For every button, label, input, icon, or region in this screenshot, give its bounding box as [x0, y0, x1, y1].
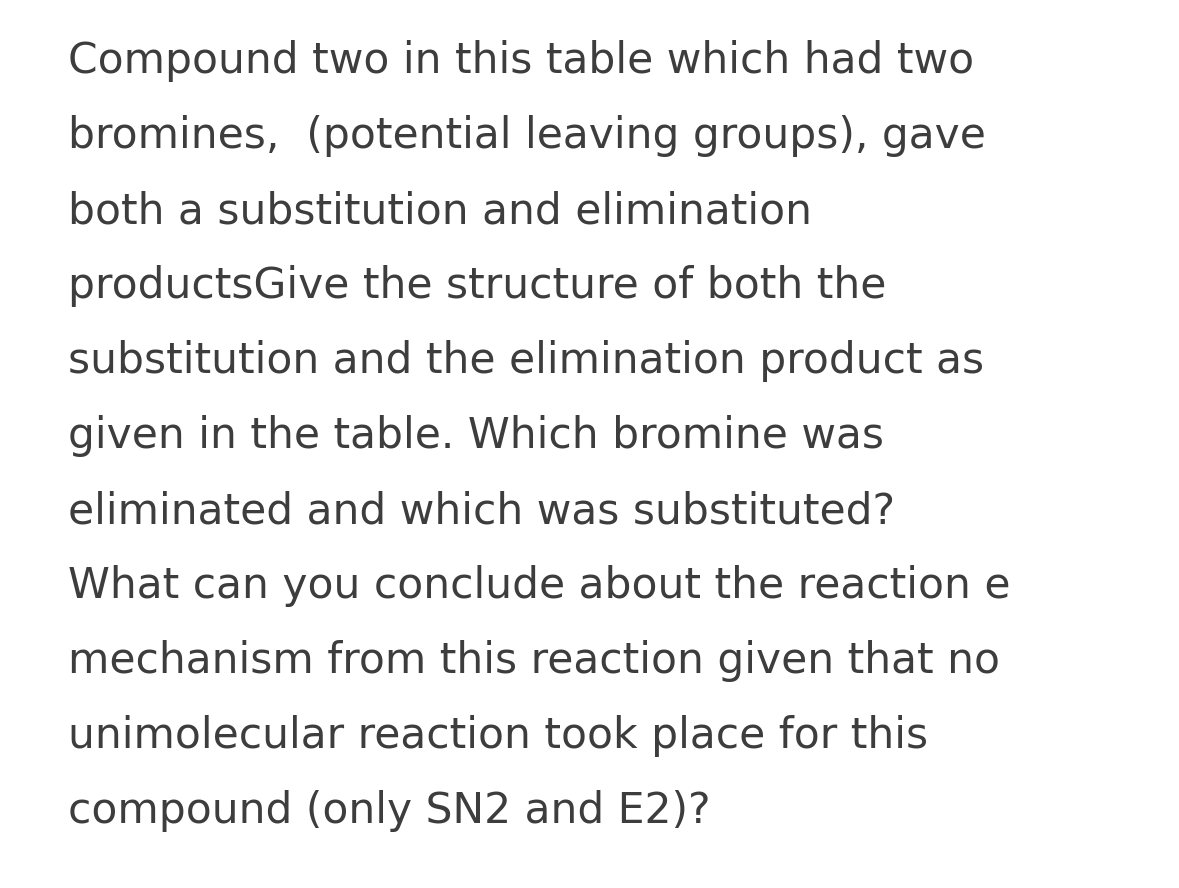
Text: Compound two in this table which had two: Compound two in this table which had two	[68, 40, 975, 82]
Text: both a substitution and elimination: both a substitution and elimination	[68, 190, 812, 232]
Text: substitution and the elimination product as: substitution and the elimination product…	[68, 340, 984, 382]
Text: given in the table. Which bromine was: given in the table. Which bromine was	[68, 416, 884, 457]
Text: productsGive the structure of both the: productsGive the structure of both the	[68, 266, 887, 307]
Text: unimolecular reaction took place for this: unimolecular reaction took place for thi…	[68, 716, 929, 757]
Text: compound (only SN2 and E2)?: compound (only SN2 and E2)?	[68, 790, 711, 832]
Text: What can you conclude about the reaction e: What can you conclude about the reaction…	[68, 566, 1010, 607]
Text: mechanism from this reaction given that no: mechanism from this reaction given that …	[68, 640, 1001, 682]
Text: eliminated and which was substituted?: eliminated and which was substituted?	[68, 490, 896, 532]
Text: bromines,  (potential leaving groups), gave: bromines, (potential leaving groups), ga…	[68, 115, 987, 157]
